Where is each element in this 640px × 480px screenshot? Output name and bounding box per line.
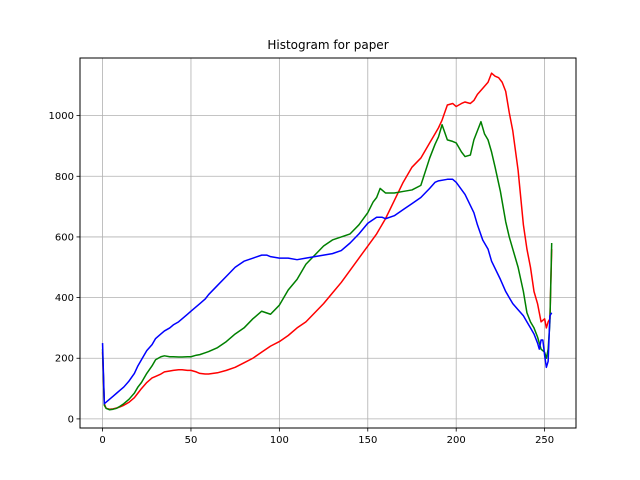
y-tick-label: 400 (55, 293, 74, 304)
x-tick-label: 50 (185, 435, 198, 446)
y-tick-label: 600 (55, 232, 74, 243)
x-tick-label: 150 (358, 435, 377, 446)
series-lines (101, 72, 553, 411)
series-line-2 (101, 178, 553, 405)
x-tick-label: 250 (535, 435, 554, 446)
y-tick-label: 1000 (49, 111, 74, 122)
x-tick-label: 0 (99, 435, 105, 446)
series-line-1 (101, 120, 553, 411)
y-tick-label: 800 (55, 172, 74, 183)
plot-frame (79, 57, 577, 429)
x-tick-label: 200 (447, 435, 466, 446)
axis-ticks: 0 50 100 150 200 250 0 200 400 600 800 1000 (49, 111, 555, 446)
y-tick-label: 0 (68, 414, 74, 425)
x-tick-label: 100 (270, 435, 289, 446)
chart-title: Histogram for paper (267, 38, 388, 52)
y-tick-label: 200 (55, 354, 74, 365)
series-line-0 (101, 72, 553, 410)
